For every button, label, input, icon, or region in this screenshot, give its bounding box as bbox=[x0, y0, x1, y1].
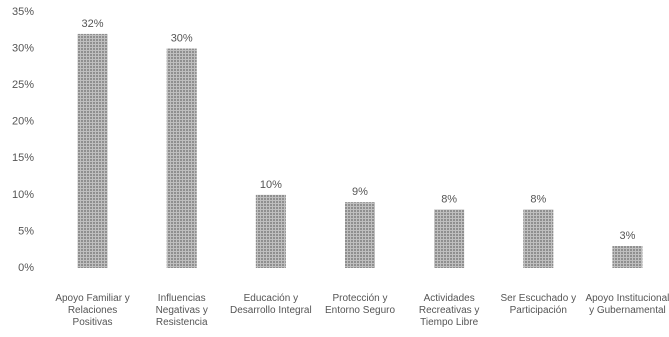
y-tick-label: 15% bbox=[12, 152, 34, 164]
bar-texture bbox=[166, 48, 197, 269]
data-label: 9% bbox=[352, 186, 368, 198]
y-tick-label: 0% bbox=[18, 262, 34, 274]
x-tick-label: Actividades Recreativas y Tiempo Libre bbox=[418, 293, 480, 328]
data-label: 3% bbox=[619, 230, 635, 242]
x-tick-label: Ser Escuchado y Participación bbox=[500, 293, 577, 316]
y-tick-label: 5% bbox=[18, 225, 34, 237]
y-tick-label: 10% bbox=[12, 189, 34, 201]
y-tick-label: 35% bbox=[12, 6, 34, 18]
x-tick-label: Apoyo Familiar y Relaciones Positivas bbox=[55, 293, 130, 328]
y-tick-label: 30% bbox=[12, 42, 34, 54]
data-label: 8% bbox=[441, 193, 457, 205]
data-label: 10% bbox=[260, 179, 282, 191]
bar-texture bbox=[612, 246, 643, 268]
x-tick-label: Apoyo Institucional y Gubernamental bbox=[585, 293, 669, 316]
bar-texture bbox=[77, 33, 108, 268]
data-label: 32% bbox=[82, 18, 104, 30]
y-tick-label: 25% bbox=[12, 79, 34, 91]
data-label: 8% bbox=[530, 193, 546, 205]
x-tick-label: Influencias Negativas y Resistencia bbox=[155, 293, 208, 328]
bar-texture bbox=[345, 202, 375, 268]
bar-texture bbox=[255, 194, 286, 268]
bar-texture bbox=[523, 209, 554, 268]
x-tick-label: Educación y Desarrollo Integral bbox=[229, 293, 312, 316]
x-tick-label: Protección y Entorno Seguro bbox=[324, 293, 396, 316]
bar-texture bbox=[434, 209, 465, 268]
y-tick-label: 20% bbox=[12, 116, 34, 128]
data-label: 30% bbox=[171, 32, 193, 44]
